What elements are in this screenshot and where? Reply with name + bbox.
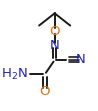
Text: H$_2$N: H$_2$N: [1, 67, 28, 82]
Text: N: N: [50, 39, 59, 52]
Text: N: N: [76, 53, 86, 66]
Text: O: O: [40, 84, 50, 98]
Text: O: O: [49, 25, 60, 38]
